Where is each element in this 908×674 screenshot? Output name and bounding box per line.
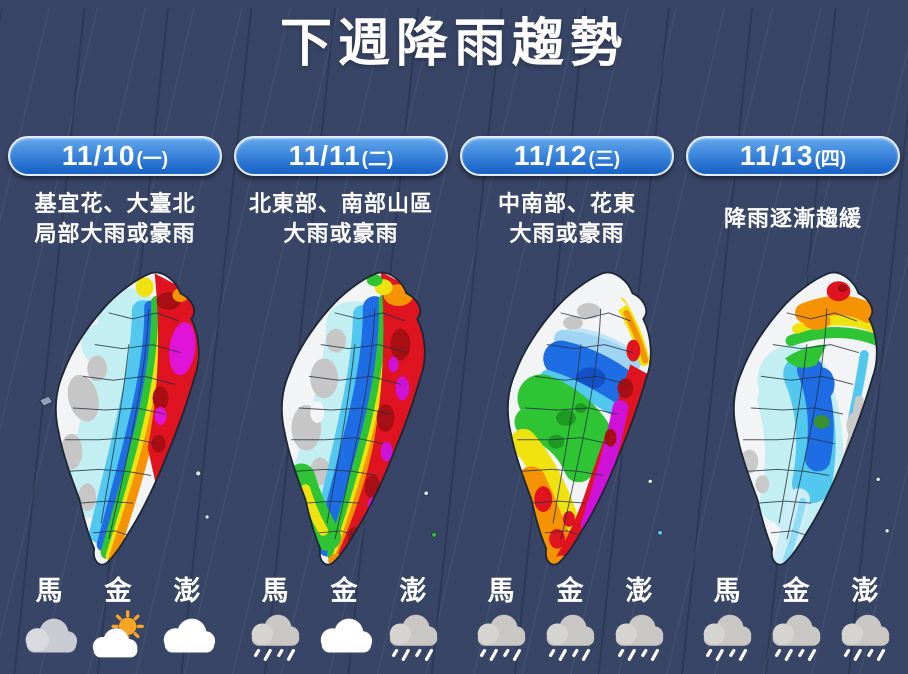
island-label: 澎 — [625, 576, 653, 606]
forecast-column-11-10: 11/10 (一) 基宜花、大臺北 局部大雨或豪雨 — [8, 136, 222, 664]
island-label: 馬 — [261, 576, 289, 606]
forecast-column-11-13: 11/13 (四) 降雨逐漸趨緩 — [686, 136, 900, 664]
weather-icon-rain — [765, 610, 827, 664]
island-kinmen: 金 — [87, 574, 149, 664]
orchid-island-dot — [204, 514, 210, 520]
forecast-columns: 11/10 (一) 基宜花、大臺北 局部大雨或豪雨 — [0, 136, 908, 664]
weather-icon-rain — [834, 610, 896, 664]
rain-map-11-13 — [690, 252, 896, 572]
rain-map-11-12 — [464, 252, 670, 572]
island-label: 澎 — [399, 576, 427, 606]
weekday-label: (一) — [136, 149, 169, 170]
cloud-icon — [25, 618, 78, 653]
page-title: 下週降雨趨勢 — [279, 15, 628, 73]
summary-line: 基宜花、大臺北 — [34, 191, 196, 216]
date-pill-11-13[interactable]: 11/13 (四) — [686, 136, 900, 176]
date-label: 11/12 — [513, 140, 588, 171]
island-label: 金 — [104, 576, 132, 606]
island-matsu: 馬 — [696, 574, 758, 664]
rain-cloud-icon — [477, 614, 526, 661]
island-penghu: 澎 — [608, 574, 670, 664]
rain-map-11-11 — [238, 252, 444, 572]
island-label: 馬 — [713, 576, 741, 606]
date-pill-11-12[interactable]: 11/12 (三) — [460, 136, 674, 176]
island-label: 金 — [782, 576, 810, 606]
orchid-island-dot — [431, 532, 437, 538]
island-penghu: 澎 — [382, 574, 444, 664]
rain-cloud-icon — [546, 614, 595, 661]
island-penghu: 澎 — [156, 574, 218, 664]
summary-line: 大雨或豪雨 — [509, 221, 625, 246]
rain-cloud-icon — [251, 614, 300, 661]
rain-cloud-icon — [703, 614, 752, 661]
summary-line: 大雨或豪雨 — [283, 221, 399, 246]
green-island-dot — [875, 477, 881, 482]
weather-icon-partly-sunny — [87, 610, 149, 664]
island-penghu: 澎 — [834, 574, 896, 664]
weather-icon-rain — [244, 610, 306, 664]
date-pill-11-11[interactable]: 11/11 (二) — [234, 136, 448, 176]
rain-summary: 北東部、南部山區 大雨或豪雨 — [249, 188, 433, 250]
weather-icon-rain — [470, 610, 532, 664]
orchid-island-dot — [884, 528, 890, 534]
island-kinmen: 金 — [313, 574, 375, 664]
island-label: 金 — [556, 576, 584, 606]
weather-icon-rain — [382, 610, 444, 664]
island-label: 澎 — [851, 576, 879, 606]
outer-islands-row: 馬 金 澎 — [8, 574, 222, 664]
green-island-dot — [195, 470, 201, 477]
island-label: 馬 — [487, 576, 515, 606]
weather-icon-rain — [539, 610, 601, 664]
weekday-label: (四) — [814, 149, 847, 170]
outer-islands-row: 馬 金 澎 — [234, 574, 448, 664]
rain-summary: 中南部、花東 大雨或豪雨 — [498, 188, 636, 250]
outer-islands-row: 馬 金 — [460, 574, 674, 664]
rain-cloud-icon — [772, 614, 821, 661]
orchid-island-dot — [657, 530, 663, 536]
weather-icon-cloudy-gray — [18, 610, 80, 664]
rain-map-11-10 — [12, 252, 218, 572]
weather-icon-cloudy-white — [313, 610, 375, 664]
rain-cloud-icon — [389, 614, 438, 661]
penghu-islet — [39, 395, 54, 407]
cloud-icon — [163, 618, 216, 653]
weather-forecast-panel: 下週降雨趨勢 11/10 (一) 基宜花、大臺北 局部大雨或豪雨 — [0, 8, 908, 674]
weekday-label: (二) — [361, 149, 394, 170]
outer-islands-row: 馬 金 — [686, 574, 900, 664]
green-island-dot — [647, 479, 653, 484]
cloud-icon — [320, 618, 373, 653]
date-label: 11/13 — [739, 140, 814, 171]
island-label: 馬 — [35, 576, 63, 606]
rain-cloud-icon — [841, 614, 890, 661]
summary-line: 北東部、南部山區 — [248, 191, 433, 216]
summary-line: 中南部、花東 — [497, 191, 636, 216]
green-island-dot — [423, 490, 429, 496]
summary-line: 降雨逐漸趨緩 — [723, 206, 862, 231]
forecast-column-11-11: 11/11 (二) 北東部、南部山區 大雨或豪雨 — [234, 136, 448, 664]
weather-icon-cloudy-white — [156, 610, 218, 664]
date-label: 11/11 — [288, 140, 361, 171]
rain-summary: 基宜花、大臺北 局部大雨或豪雨 — [34, 188, 195, 250]
island-label: 金 — [330, 576, 358, 606]
date-pill-11-10[interactable]: 11/10 (一) — [8, 136, 222, 176]
weekday-label: (三) — [588, 149, 621, 170]
island-matsu: 馬 — [18, 574, 80, 664]
summary-line: 局部大雨或豪雨 — [34, 221, 196, 246]
island-kinmen: 金 — [539, 574, 601, 664]
island-matsu: 馬 — [470, 574, 532, 664]
sun-behind-cloud-icon — [92, 610, 144, 658]
rain-cloud-icon — [615, 614, 664, 661]
weather-icon-rain — [696, 610, 758, 664]
weather-icon-rain — [608, 610, 670, 664]
date-label: 11/10 — [61, 140, 136, 171]
island-kinmen: 金 — [765, 574, 827, 664]
island-matsu: 馬 — [244, 574, 306, 664]
island-label: 澎 — [173, 576, 201, 606]
forecast-column-11-12: 11/12 (三) 中南部、花東 大雨或豪雨 — [460, 136, 674, 664]
rain-summary: 降雨逐漸趨緩 — [724, 188, 862, 250]
